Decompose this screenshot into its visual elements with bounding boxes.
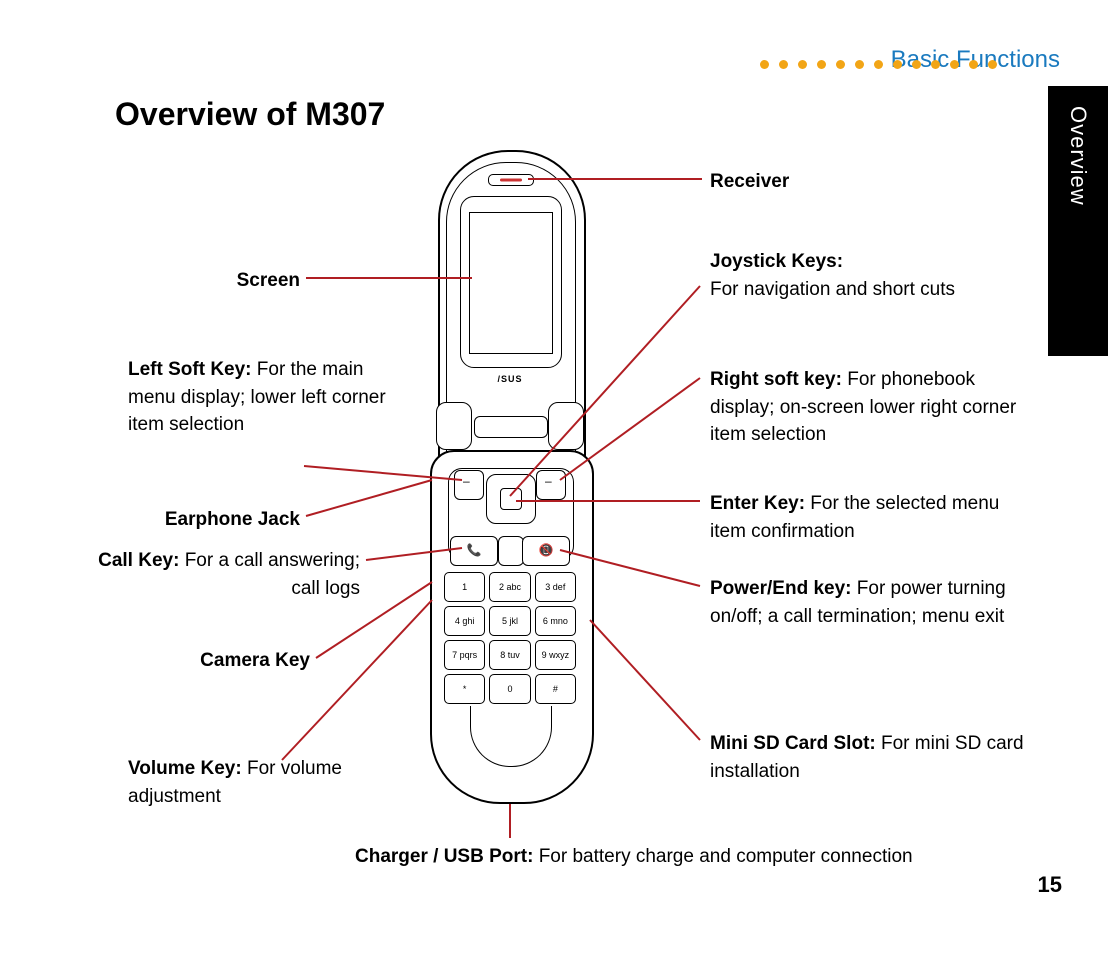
- label-left-soft-key: Left Soft Key: For the main menu display…: [128, 356, 398, 439]
- label-charger-usb-text: For battery charge and computer connecti…: [533, 846, 912, 867]
- label-mini-sd: Mini SD Card Slot: For mini SD card inst…: [710, 730, 1030, 785]
- label-call-key-bold: Call Key:: [98, 550, 179, 571]
- keypad-key: 4 ghi: [444, 606, 485, 636]
- label-enter-key: Enter Key: For the selected menu item co…: [710, 490, 1030, 545]
- header-dot: [798, 60, 807, 69]
- header-dot: [988, 60, 997, 69]
- phone-left-soft-key: [454, 470, 484, 500]
- page-number: 15: [1038, 872, 1062, 898]
- label-charger-usb: Charger / USB Port: For battery charge a…: [355, 843, 995, 871]
- header-dot: [817, 60, 826, 69]
- header-dot: [874, 60, 883, 69]
- phone-hinge-right: [548, 402, 584, 450]
- keypad-key: 5 jkl: [489, 606, 530, 636]
- keypad-key: #: [535, 674, 576, 704]
- side-tab: Overview: [1048, 86, 1108, 356]
- phone-illustration: /SUS 📞 📵 12 abc3 def 4 ghi5 jkl6 mno 7 pqr…: [420, 150, 600, 810]
- page: { "header": { "section": "Basic Function…: [0, 0, 1108, 954]
- header-dot: [760, 60, 769, 69]
- label-screen: Screen: [110, 267, 300, 295]
- label-receiver: Receiver: [710, 168, 1010, 196]
- keypad-key: 3 def: [535, 572, 576, 602]
- header-dot: [950, 60, 959, 69]
- header-dot: [779, 60, 788, 69]
- label-charger-usb-bold: Charger / USB Port:: [355, 846, 533, 867]
- header-dots: [760, 60, 997, 69]
- phone-center-lower-button: [498, 536, 524, 566]
- keypad-key: 6 mno: [535, 606, 576, 636]
- phone-screen: [469, 212, 553, 354]
- phone-earpiece: [488, 174, 534, 186]
- header-dot: [931, 60, 940, 69]
- label-call-key: Call Key: For a call answering; call log…: [90, 547, 360, 602]
- label-joystick-bold: Joystick Keys:: [710, 251, 843, 272]
- keypad-key: 2 abc: [489, 572, 530, 602]
- label-right-soft-key: Right soft key: For phonebook display; o…: [710, 366, 1030, 449]
- label-receiver-bold: Receiver: [710, 171, 789, 192]
- phone-hinge-left: [436, 402, 472, 450]
- header-dot: [855, 60, 864, 69]
- keypad-key: 0: [489, 674, 530, 704]
- page-title: Overview of M307: [115, 96, 385, 133]
- label-earphone-jack-bold: Earphone Jack: [165, 509, 300, 530]
- label-volume-key: Volume Key: For volume adjustment: [128, 755, 358, 810]
- label-call-key-text: For a call answering; call logs: [179, 550, 360, 599]
- phone-brand-logo: /SUS: [497, 374, 522, 384]
- label-joystick-text: For navigation and short cuts: [710, 279, 955, 300]
- keypad-key: 1: [444, 572, 485, 602]
- keypad-key: 8 tuv: [489, 640, 530, 670]
- header-dot: [912, 60, 921, 69]
- keypad-key: 9 wxyz: [535, 640, 576, 670]
- keypad-key: *: [444, 674, 485, 704]
- label-joystick: Joystick Keys: For navigation and short c…: [710, 248, 1050, 303]
- label-right-soft-key-bold: Right soft key:: [710, 369, 842, 390]
- header-dot: [969, 60, 978, 69]
- label-volume-key-bold: Volume Key:: [128, 758, 242, 779]
- side-tab-label: Overview: [1065, 106, 1091, 206]
- label-camera-key-bold: Camera Key: [200, 650, 310, 671]
- label-enter-key-bold: Enter Key:: [710, 493, 805, 514]
- phone-keypad: 12 abc3 def 4 ghi5 jkl6 mno 7 pqrs8 tuv9 w…: [444, 572, 576, 704]
- phone-hinge-bar: [474, 416, 548, 438]
- label-power-end-key: Power/End key: For power turning on/off;…: [710, 575, 1030, 630]
- label-power-end-key-bold: Power/End key:: [710, 578, 852, 599]
- phone-end-key: 📵: [522, 536, 570, 566]
- header-dot: [893, 60, 902, 69]
- header-dot: [836, 60, 845, 69]
- phone-dpad-center: [500, 488, 522, 510]
- label-earphone-jack: Earphone Jack: [100, 506, 300, 534]
- phone-right-soft-key: [536, 470, 566, 500]
- phone-call-key: 📞: [450, 536, 498, 566]
- keypad-key: 7 pqrs: [444, 640, 485, 670]
- label-mini-sd-bold: Mini SD Card Slot:: [710, 733, 876, 754]
- label-camera-key: Camera Key: [110, 647, 310, 675]
- label-screen-bold: Screen: [237, 270, 300, 291]
- label-left-soft-key-bold: Left Soft Key:: [128, 359, 252, 380]
